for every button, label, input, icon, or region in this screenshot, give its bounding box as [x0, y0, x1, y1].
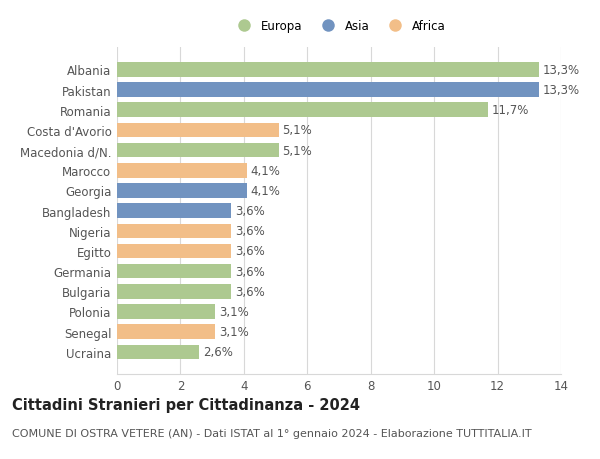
Text: 3,6%: 3,6%: [235, 245, 265, 258]
Text: 5,1%: 5,1%: [283, 124, 312, 137]
Text: 3,1%: 3,1%: [219, 305, 249, 318]
Bar: [117, 123, 279, 138]
Text: 3,6%: 3,6%: [235, 285, 265, 298]
Bar: [117, 224, 231, 239]
Text: 4,1%: 4,1%: [251, 185, 281, 197]
Bar: [117, 83, 539, 98]
Text: 3,6%: 3,6%: [235, 265, 265, 278]
Text: 3,1%: 3,1%: [219, 325, 249, 338]
Text: 11,7%: 11,7%: [492, 104, 529, 117]
Bar: [117, 325, 215, 339]
Bar: [117, 304, 215, 319]
Legend: Europa, Asia, Africa: Europa, Asia, Africa: [227, 15, 451, 37]
Text: 4,1%: 4,1%: [251, 164, 281, 177]
Bar: [117, 264, 231, 279]
Text: 2,6%: 2,6%: [203, 346, 233, 358]
Bar: [117, 204, 231, 218]
Text: 3,6%: 3,6%: [235, 225, 265, 238]
Bar: [117, 285, 231, 299]
Bar: [117, 184, 247, 198]
Bar: [117, 345, 199, 359]
Text: COMUNE DI OSTRA VETERE (AN) - Dati ISTAT al 1° gennaio 2024 - Elaborazione TUTTI: COMUNE DI OSTRA VETERE (AN) - Dati ISTAT…: [12, 428, 532, 438]
Bar: [117, 144, 279, 158]
Text: 3,6%: 3,6%: [235, 205, 265, 218]
Bar: [117, 63, 539, 78]
Text: 13,3%: 13,3%: [542, 84, 580, 97]
Bar: [117, 244, 231, 258]
Text: 5,1%: 5,1%: [283, 144, 312, 157]
Bar: [117, 103, 488, 118]
Text: Cittadini Stranieri per Cittadinanza - 2024: Cittadini Stranieri per Cittadinanza - 2…: [12, 397, 360, 412]
Bar: [117, 164, 247, 178]
Text: 13,3%: 13,3%: [542, 64, 580, 77]
